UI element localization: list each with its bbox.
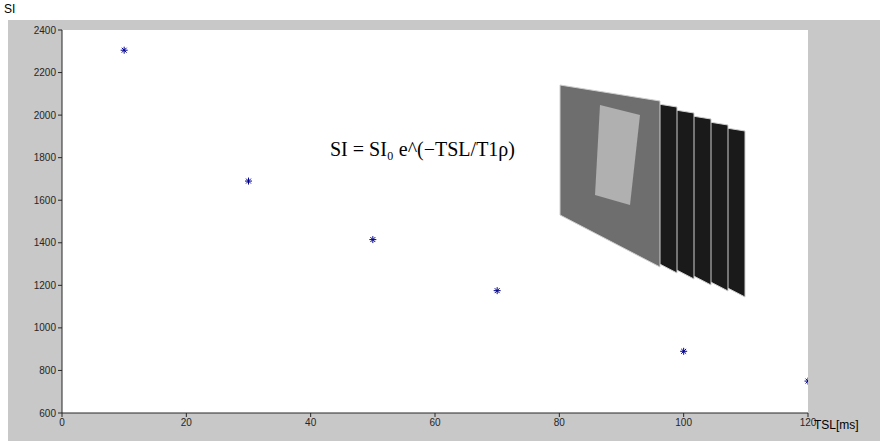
svg-text:1200: 1200 bbox=[34, 280, 57, 291]
svg-text:120: 120 bbox=[799, 417, 817, 429]
svg-text:2000: 2000 bbox=[34, 110, 57, 121]
html-text:SI: SI bbox=[4, 2, 16, 16]
svg-text:1800: 1800 bbox=[34, 152, 57, 163]
svg-text:600: 600 bbox=[39, 408, 56, 419]
html-text:SI = SI₀ e^(−TSL/T1ρ): SI = SI₀ e^(−TSL/T1ρ) bbox=[330, 138, 515, 160]
svg-text:40: 40 bbox=[305, 417, 317, 428]
svg-text:20: 20 bbox=[181, 417, 193, 428]
svg-text:2200: 2200 bbox=[34, 67, 57, 78]
svg-text:0: 0 bbox=[59, 417, 65, 428]
svg-text:1400: 1400 bbox=[34, 237, 57, 248]
svg-text:80: 80 bbox=[554, 417, 566, 428]
svg-text:1000: 1000 bbox=[34, 322, 57, 333]
svg-text:60: 60 bbox=[429, 417, 441, 428]
html-text:TSL[ms]: TSL[ms] bbox=[814, 418, 859, 432]
svg-text:800: 800 bbox=[39, 365, 56, 376]
svg-text:2400: 2400 bbox=[34, 25, 57, 36]
svg-text:1600: 1600 bbox=[34, 195, 57, 206]
svg-text:100: 100 bbox=[675, 417, 692, 428]
